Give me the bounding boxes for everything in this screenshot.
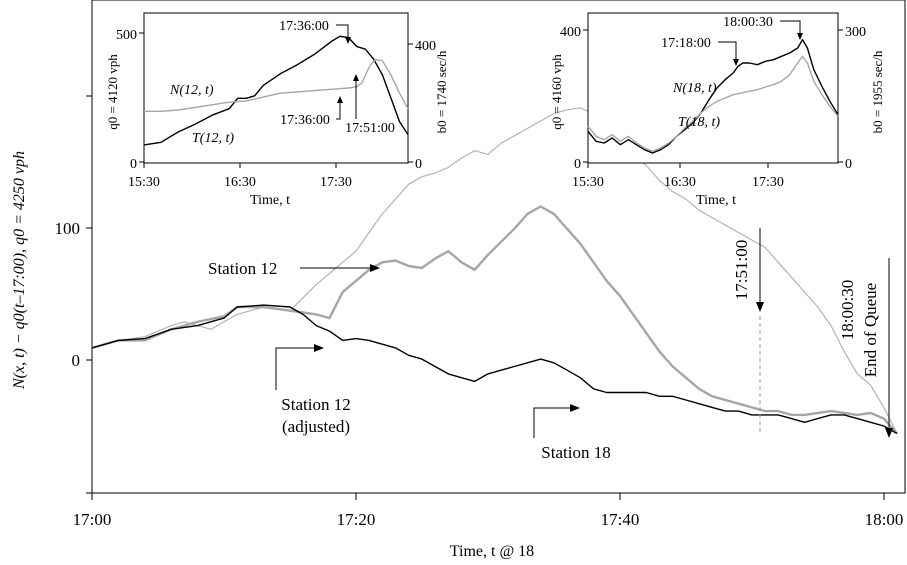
inset12-yl-tick-label-500: 500	[116, 28, 137, 43]
inset12-annotation-173600-top-arrow	[336, 24, 349, 38]
main-series-group	[91, 107, 898, 435]
inset12-background	[144, 13, 408, 163]
inset18-series-group	[587, 39, 839, 154]
annotation-175100-arrowhead	[756, 302, 764, 312]
inset18-y-right-label: b0 = 1955 sec/h	[870, 50, 885, 133]
main-x-axis-label: Time, t @ 18	[450, 543, 534, 560]
annotation-station-12-adjusted-line2: (adjusted)	[282, 417, 350, 436]
annotation-station-18-arrowhead	[570, 404, 580, 412]
inset18-annotation-171800: 17:18:00	[661, 36, 711, 51]
main-series-line-2	[91, 304, 898, 435]
main-x-tick-label-1720: 17:20	[337, 510, 376, 529]
inset18-yr-tick-label-0: 0	[845, 157, 852, 172]
inset12-x-axis-label: Time, t	[250, 193, 290, 208]
annotation-175100: 17:51:00	[732, 240, 751, 300]
inset18-annotation-171800-arrowhead	[733, 59, 739, 66]
inset12-annotation-173600-bottom-arrow	[336, 102, 341, 120]
inset12-x-tick-label-1630: 16:30	[224, 175, 256, 190]
inset12-y-left-label: q0 = 4120 vph	[105, 54, 120, 130]
inset18-yr-tick-label-300: 300	[845, 25, 866, 40]
inset12-series-label-n: N(12, t)	[169, 83, 214, 98]
inset18-series-label-t: T(18, t)	[678, 115, 720, 130]
main-series-line-0	[91, 107, 898, 434]
inset12-x-tick-label-1730: 17:30	[320, 175, 352, 190]
inset12-yr-tick-label-0: 0	[415, 157, 422, 172]
inset18-x-tick-label-1530: 15:30	[572, 175, 604, 190]
main-x-tick-label-1700: 17:00	[73, 510, 112, 529]
inset12-yr-tick-label-400: 400	[415, 39, 436, 54]
inset18-annotation-180030-arrowhead	[797, 33, 803, 40]
annotation-station-18-arrow	[533, 407, 572, 438]
annotation-station-12-adjusted-arrowhead	[314, 344, 324, 352]
inset18-x-tick-label-1630: 16:30	[664, 175, 696, 190]
inset12-annotation-173600-top: 17:36:00	[279, 19, 329, 34]
inset18-x-axis-label: Time, t	[696, 193, 736, 208]
inset18-annotation-180030: 18:00:30	[723, 15, 773, 30]
inset12-y-right-label: b0 = 1740 sec/h	[434, 50, 449, 133]
annotation-station-18: Station 18	[541, 443, 610, 462]
inset12-series-line-1	[144, 58, 409, 113]
main-series-line-1	[91, 205, 898, 435]
annotation-station-12-adjusted-arrow	[275, 347, 316, 390]
inset18-series-label-n: N(18, t)	[672, 81, 717, 96]
annotation-station-12-arrowhead	[370, 264, 380, 272]
inset18-series-line-0	[587, 39, 839, 154]
inset18-annotation-180030-arrow	[780, 20, 801, 34]
main-x-tick-label-1800: 18:00	[865, 510, 904, 529]
annotation-station-12: Station 12	[208, 259, 277, 278]
inset12-yl-tick-label-0: 0	[130, 157, 137, 172]
annotation-180030-arrowhead	[885, 428, 893, 438]
inset12-series-group	[143, 35, 409, 146]
inset12-x-tick-label-1530: 15:30	[128, 175, 160, 190]
inset18-y-left-label: q0 = 4160 vph	[549, 54, 564, 130]
inset12-annotation-173600-top-arrowhead	[345, 37, 351, 44]
inset12-annotation-173600-bottom-arrowhead	[337, 96, 343, 103]
inset12-annotation-173600-bottom: 17:36:00	[280, 113, 330, 128]
main-y-tick-label-0: 0	[72, 351, 81, 370]
annotation-end-of-queue: End of Queue	[861, 283, 880, 377]
annotation-station-12-adjusted-line1: Station 12	[281, 395, 350, 414]
main-x-tick-label-1740: 17:40	[601, 510, 640, 529]
inset12-series-line-0	[143, 35, 409, 146]
inset18-frame	[587, 12, 839, 164]
inset12-series-label-t: T(12, t)	[192, 131, 234, 146]
main-y-tick-label-100: 100	[55, 219, 81, 238]
inset12-annotation-175100-arrowhead	[353, 74, 359, 81]
inset12-frame	[143, 12, 409, 164]
inset18-x-tick-label-1730: 17:30	[752, 175, 784, 190]
inset18-series-line-1	[587, 55, 839, 153]
annotation-180030: 18:00:30	[838, 280, 857, 340]
main-plot-frame	[91, 0, 906, 494]
inset18-annotation-171800-arrow	[718, 41, 737, 60]
inset18-yl-tick-label-400: 400	[560, 25, 581, 40]
inset12-annotation-175100: 17:51:00	[345, 121, 395, 136]
main-y-axis-label: N(x, t) − q0(t–17:00), q0 = 4250 vph	[11, 151, 28, 390]
inset18-yl-tick-label-0: 0	[574, 157, 581, 172]
